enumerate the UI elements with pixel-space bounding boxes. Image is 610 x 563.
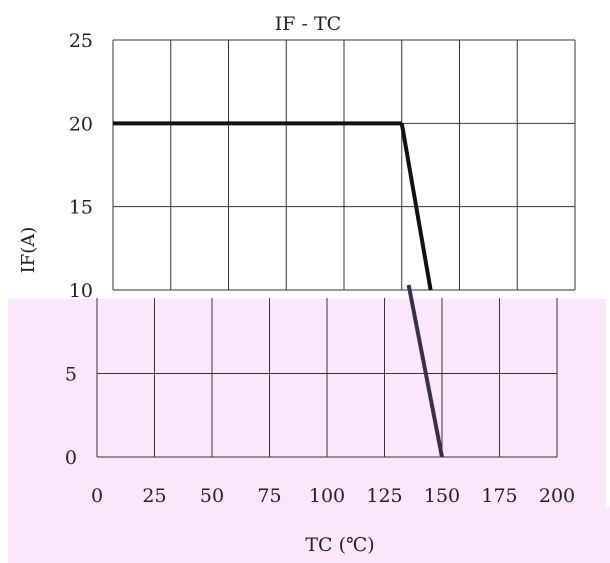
x-tick-label: 175 bbox=[481, 485, 517, 507]
x-tick-label: 200 bbox=[539, 485, 575, 507]
series-line-derating-lower bbox=[406, 284, 444, 458]
x-tick-label: 100 bbox=[309, 485, 345, 507]
x-axis-label: TC (℃) bbox=[305, 534, 374, 556]
x-tick-label: 25 bbox=[142, 485, 166, 507]
pink-band-middle bbox=[8, 299, 606, 507]
x-tick-label: 50 bbox=[200, 485, 224, 507]
x-tick-label: 0 bbox=[91, 485, 103, 507]
y-tick-label: 15 bbox=[69, 197, 93, 219]
y-axis-label: IF(A) bbox=[18, 227, 39, 274]
series-layer bbox=[113, 121, 444, 458]
series-line-derating-upper bbox=[399, 122, 433, 291]
chart-title: IF - TC bbox=[275, 13, 341, 35]
x-tick-label: 125 bbox=[366, 485, 402, 507]
y-tick-label: 5 bbox=[65, 364, 77, 386]
y-tick-label: 10 bbox=[69, 280, 93, 302]
x-tick-label: 150 bbox=[424, 485, 460, 507]
pink-band-bottom bbox=[8, 507, 610, 563]
grid bbox=[96, 39, 576, 458]
y-tick-label: 20 bbox=[69, 113, 93, 135]
x-tick-label: 75 bbox=[257, 485, 281, 507]
y-tick-label: 0 bbox=[65, 447, 77, 469]
y-tick-label: 25 bbox=[69, 30, 93, 52]
tick-labels: 0 5 10 15 20 25 0 25 50 75 100 125 150 175 200 bbox=[65, 30, 575, 507]
